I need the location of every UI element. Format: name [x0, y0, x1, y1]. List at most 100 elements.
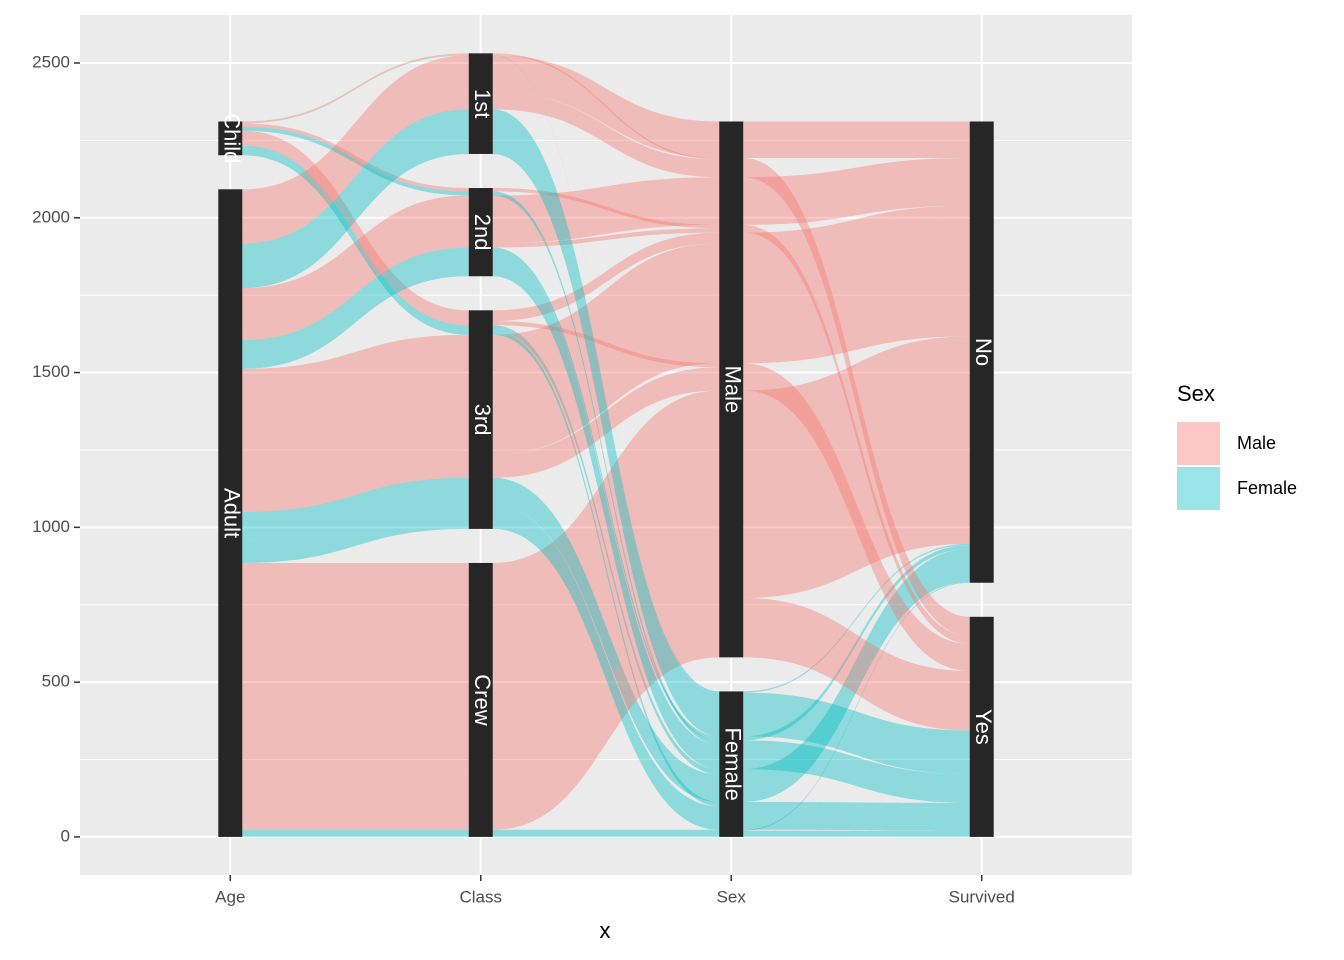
- stratum: [719, 691, 744, 837]
- flow: [492, 177, 720, 244]
- flow: [242, 55, 469, 226]
- flow: [492, 109, 720, 693]
- flow: [242, 110, 469, 289]
- flow: [492, 110, 720, 737]
- flow: [743, 158, 970, 619]
- flow: [242, 91, 469, 244]
- y-tick-label: 0: [61, 826, 70, 845]
- flow: [492, 53, 720, 160]
- x-tick-label: Survived: [949, 887, 1015, 906]
- flow: [492, 477, 720, 802]
- flow: [492, 232, 720, 322]
- flow: [743, 830, 970, 837]
- flow: [492, 251, 720, 770]
- flow: [242, 830, 469, 837]
- panel: [80, 15, 1132, 875]
- x-tick-label: Age: [215, 887, 245, 906]
- flow: [242, 770, 469, 830]
- flow: [492, 54, 720, 693]
- flow: [492, 829, 720, 831]
- flows: [242, 53, 970, 837]
- legend: Male Female: [1177, 422, 1297, 510]
- flow: [492, 321, 720, 368]
- y-tick-label: 2000: [32, 207, 70, 226]
- legend-key: [1177, 467, 1220, 510]
- flow: [743, 543, 970, 693]
- stratum: [468, 562, 493, 837]
- flow: [743, 224, 970, 640]
- flow: [743, 692, 970, 775]
- flow: [743, 801, 970, 808]
- stratum: [969, 616, 994, 837]
- stratum-label: 3rd: [470, 404, 495, 436]
- stratum-label: Child: [219, 113, 244, 163]
- flow: [242, 562, 469, 771]
- strata: Child Adult 1st 2nd 3rd Crew Male Female No Yes: [218, 53, 996, 837]
- flow: [242, 829, 469, 831]
- flow: [743, 336, 970, 598]
- y-tick-label: 1000: [32, 517, 70, 536]
- x-tick-label: Class: [460, 887, 503, 906]
- flow: [743, 692, 970, 731]
- x-tick-label: Sex: [717, 887, 747, 906]
- flow: [492, 367, 720, 478]
- flow: [242, 251, 469, 369]
- flow: [743, 159, 970, 637]
- stratum: [218, 189, 243, 837]
- flow: [492, 191, 720, 745]
- flow: [492, 830, 720, 837]
- flow: [242, 53, 469, 124]
- flow: [743, 581, 970, 831]
- x-axis-title: x: [600, 918, 611, 943]
- flow: [242, 477, 469, 540]
- axes: 0 500 1000 1500 2000 2500 Age Class Sex Survived: [32, 52, 1015, 906]
- stratum: [468, 53, 493, 154]
- stratum-label: 2nd: [470, 214, 495, 251]
- flow: [242, 150, 469, 335]
- stratum-label: Adult: [219, 488, 244, 538]
- flow: [492, 597, 720, 830]
- flow: [242, 195, 469, 336]
- legend-key-bg: [1177, 467, 1220, 510]
- stratum: [719, 121, 744, 658]
- stratum: [969, 121, 994, 583]
- flow: [242, 54, 469, 124]
- flow: [743, 554, 970, 802]
- flow: [492, 228, 720, 248]
- flow: [242, 247, 469, 345]
- flow: [492, 325, 720, 775]
- stratum-label: Yes: [971, 709, 996, 745]
- stratum-label: 1st: [470, 89, 495, 118]
- flow: [242, 141, 469, 326]
- flow: [743, 744, 970, 803]
- stratum-label: Male: [720, 366, 745, 414]
- flow: [242, 123, 469, 192]
- flow: [492, 91, 720, 178]
- flow: [743, 158, 970, 225]
- legend-key-bg: [1177, 422, 1220, 465]
- flow: [743, 597, 970, 731]
- flow: [242, 334, 469, 489]
- legend-title: Sex: [1177, 381, 1215, 406]
- stratum-label: Crew: [470, 674, 495, 725]
- flow: [242, 243, 469, 341]
- stratum: [218, 121, 243, 156]
- flow: [242, 505, 469, 563]
- y-tick-label: 2500: [32, 52, 70, 71]
- flow: [492, 243, 720, 455]
- flow: [492, 188, 720, 229]
- stratum: [468, 310, 493, 529]
- legend-key: [1177, 422, 1220, 465]
- legend-label: Female: [1237, 478, 1297, 498]
- flow: [242, 130, 469, 322]
- flow: [492, 247, 720, 741]
- flow: [242, 454, 469, 512]
- stratum-label: Female: [720, 727, 745, 800]
- flow: [492, 55, 720, 159]
- flow: [242, 145, 469, 331]
- stratum-label: No: [971, 338, 996, 366]
- stratum: [468, 188, 493, 277]
- flow: [492, 330, 720, 807]
- flow: [743, 367, 970, 671]
